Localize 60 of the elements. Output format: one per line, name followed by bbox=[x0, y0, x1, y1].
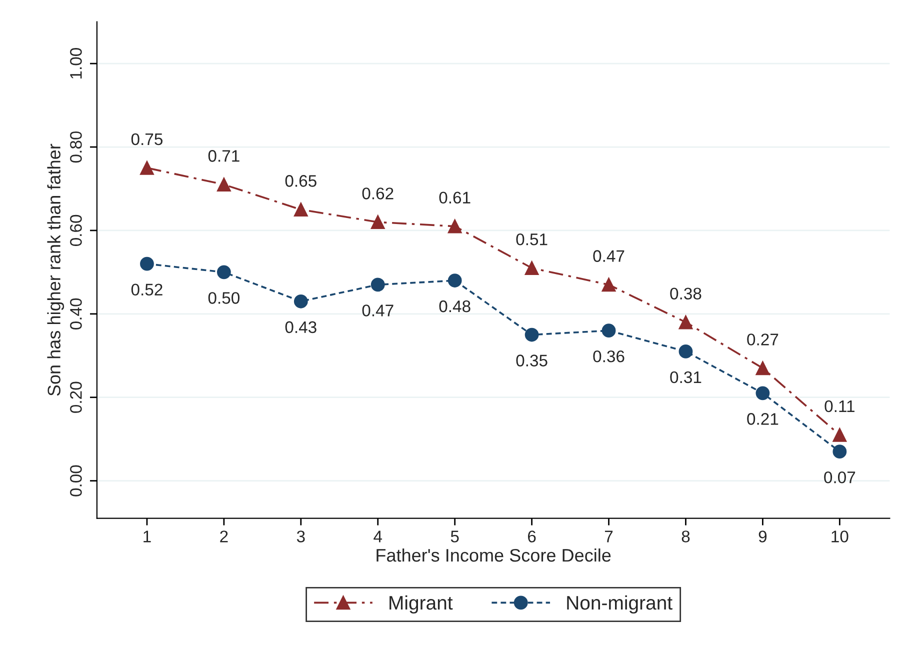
y-tick-label: 1.00 bbox=[70, 48, 82, 79]
data-label: 0.38 bbox=[670, 288, 702, 300]
x-tick-label: 3 bbox=[296, 530, 305, 542]
data-label: 0.31 bbox=[670, 371, 702, 384]
x-tick-label: 8 bbox=[682, 530, 690, 542]
data-label: 0.50 bbox=[208, 292, 240, 304]
data-label: 0.36 bbox=[593, 350, 624, 362]
data-label: 0.47 bbox=[593, 250, 624, 262]
x-tick-label: 4 bbox=[374, 530, 382, 542]
point bbox=[602, 324, 616, 338]
data-label: 0.07 bbox=[824, 471, 856, 484]
point bbox=[448, 219, 462, 234]
data-label: 0.35 bbox=[516, 354, 548, 366]
point bbox=[140, 256, 154, 271]
point bbox=[216, 178, 231, 192]
point bbox=[602, 278, 616, 292]
y-tick-label: 0.20 bbox=[70, 382, 82, 413]
x-tick-label: 9 bbox=[758, 530, 767, 542]
data-label: 0.43 bbox=[285, 321, 316, 334]
x-tick-label: 1 bbox=[144, 530, 151, 542]
x-tick-label: 7 bbox=[604, 530, 613, 542]
point bbox=[678, 344, 693, 358]
point bbox=[140, 160, 154, 175]
legend-label: Migrant bbox=[390, 595, 453, 614]
y-tick-label: 0.80 bbox=[70, 131, 82, 163]
data-label: 0.61 bbox=[439, 192, 470, 204]
y-tick-label: 0.60 bbox=[70, 214, 82, 246]
point bbox=[370, 215, 385, 230]
legend-label: Non-migrant bbox=[567, 595, 672, 614]
data-label: 0.48 bbox=[439, 300, 470, 312]
data-label: 0.62 bbox=[362, 188, 394, 200]
x-tick-label: 2 bbox=[220, 530, 228, 542]
x-tick-label: 6 bbox=[528, 530, 536, 542]
point bbox=[294, 294, 308, 308]
data-label: 0.21 bbox=[747, 413, 778, 425]
point bbox=[756, 361, 770, 376]
data-label: 0.27 bbox=[747, 334, 778, 346]
y-axis-title: Son has higher rank than father bbox=[47, 144, 64, 396]
point bbox=[524, 261, 539, 275]
data-label: 0.71 bbox=[208, 150, 240, 162]
y-tick-label: 0.40 bbox=[70, 298, 82, 330]
data-label: 0.65 bbox=[285, 175, 316, 187]
point bbox=[370, 278, 385, 292]
data-label: 0.51 bbox=[516, 233, 548, 246]
x-axis-title: Father's Income Score Decile bbox=[376, 548, 611, 562]
data-label: 0.52 bbox=[131, 284, 162, 296]
point bbox=[448, 274, 462, 288]
data-label: 0.11 bbox=[824, 400, 854, 412]
point bbox=[294, 202, 308, 217]
x-tick-label: 5 bbox=[450, 530, 459, 542]
point bbox=[832, 444, 847, 459]
data-label: 0.75 bbox=[131, 133, 162, 146]
point bbox=[524, 328, 539, 342]
y-tick-label: 0.00 bbox=[70, 465, 82, 496]
x-tick-label: 10 bbox=[832, 530, 848, 542]
data-label: 0.47 bbox=[362, 304, 394, 316]
point bbox=[678, 315, 693, 330]
point bbox=[832, 428, 847, 442]
point bbox=[216, 265, 231, 280]
point bbox=[756, 386, 770, 400]
